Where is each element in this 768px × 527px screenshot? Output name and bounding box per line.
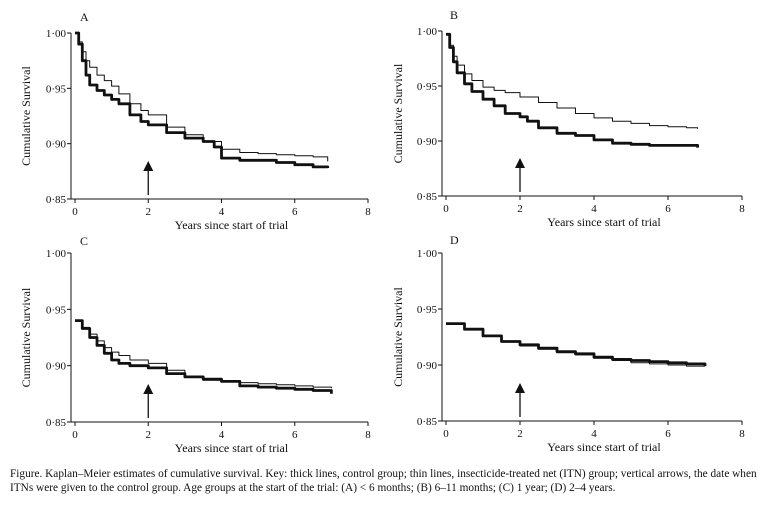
x-tick-label: 4 (219, 429, 225, 441)
x-tick-label: 2 (517, 428, 523, 440)
x-axis-label: Years since start of trial (175, 218, 289, 232)
y-tick-label: 0·90 (46, 139, 67, 151)
y-tick-label: 0·95 (46, 304, 67, 316)
y-tick-label: 0·90 (46, 361, 67, 373)
x-tick-label: 0 (72, 206, 78, 218)
itn-group-line (446, 323, 705, 367)
control-group-line (446, 32, 699, 148)
chart-panel-a: A 0·85 0·90 0·95 1·00 0 2 4 6 8 Years since start … (19, 10, 371, 232)
itn-date-arrow-head (515, 383, 525, 393)
x-tick-label: 6 (292, 429, 298, 441)
x-tick-label: 8 (739, 428, 745, 440)
itn-date-arrow-head (515, 158, 525, 168)
y-tick-label: 1·00 (46, 248, 67, 260)
x-axis-label: Years since start of trial (547, 440, 661, 454)
y-axis-label: Cumulative Survival (391, 287, 405, 387)
y-tick-label: 0·95 (46, 83, 67, 95)
itn-group-line (75, 32, 329, 162)
x-tick-label: 0 (443, 428, 449, 440)
x-tick-label: 6 (665, 203, 671, 215)
y-tick-label: 0·85 (46, 417, 67, 429)
x-tick-label: 2 (146, 429, 152, 441)
chart-panel-b: B 0·85 0·90 0·95 1·00 0 2 4 6 8 Years since start … (391, 8, 745, 229)
itn-date-arrow-head (143, 384, 154, 394)
y-tick-label: 1·00 (417, 248, 438, 260)
x-tick-label: 6 (665, 428, 671, 440)
chart-panel-d: D 0·85 0·90 0·95 1·00 0 2 4 6 8 Years since start … (391, 233, 745, 454)
figure-caption: Figure. Kaplan–Meier estimates of cumula… (10, 468, 757, 494)
control-group-line (446, 322, 707, 367)
y-tick-label: 0·90 (417, 360, 438, 372)
y-axis-label: Cumulative Survival (19, 287, 33, 387)
panel-label: D (450, 233, 459, 247)
x-tick-label: 8 (365, 206, 371, 218)
y-tick-label: 0·95 (417, 81, 438, 93)
control-group-line (75, 319, 333, 394)
panel-label: B (450, 8, 458, 22)
y-axis-label: Cumulative Survival (391, 63, 405, 163)
x-tick-label: 2 (146, 206, 152, 218)
x-tick-label: 8 (365, 429, 371, 441)
y-tick-label: 1·00 (46, 28, 67, 40)
y-tick-label: 1·00 (417, 26, 438, 38)
y-tick-label: 0·85 (46, 194, 67, 206)
x-tick-label: 0 (72, 429, 78, 441)
y-tick-label: 0·90 (417, 136, 438, 148)
panel-label: C (80, 234, 88, 248)
x-tick-label: 6 (292, 206, 298, 218)
itn-date-arrow-head (143, 161, 154, 171)
x-tick-label: 4 (591, 428, 597, 440)
x-tick-label: 0 (443, 203, 449, 215)
control-group-line (75, 31, 330, 169)
x-tick-label: 8 (739, 203, 745, 215)
y-tick-label: 0·95 (417, 304, 438, 316)
x-axis-label: Years since start of trial (547, 215, 661, 229)
x-tick-label: 4 (591, 203, 597, 215)
y-axis-label: Cumulative Survival (19, 66, 33, 166)
itn-group-line (446, 33, 699, 129)
x-tick-label: 2 (517, 203, 523, 215)
x-tick-label: 4 (219, 206, 225, 218)
y-tick-label: 0·85 (417, 416, 438, 428)
panel-label: A (80, 10, 89, 24)
y-tick-label: 0·85 (417, 191, 438, 203)
chart-panel-c: C 0·85 0·90 0·95 1·00 0 2 4 6 8 Years since start … (19, 234, 371, 455)
x-axis-label: Years since start of trial (175, 441, 289, 455)
